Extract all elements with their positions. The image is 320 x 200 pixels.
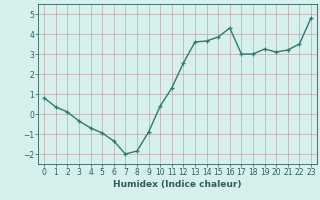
X-axis label: Humidex (Indice chaleur): Humidex (Indice chaleur) <box>113 180 242 189</box>
